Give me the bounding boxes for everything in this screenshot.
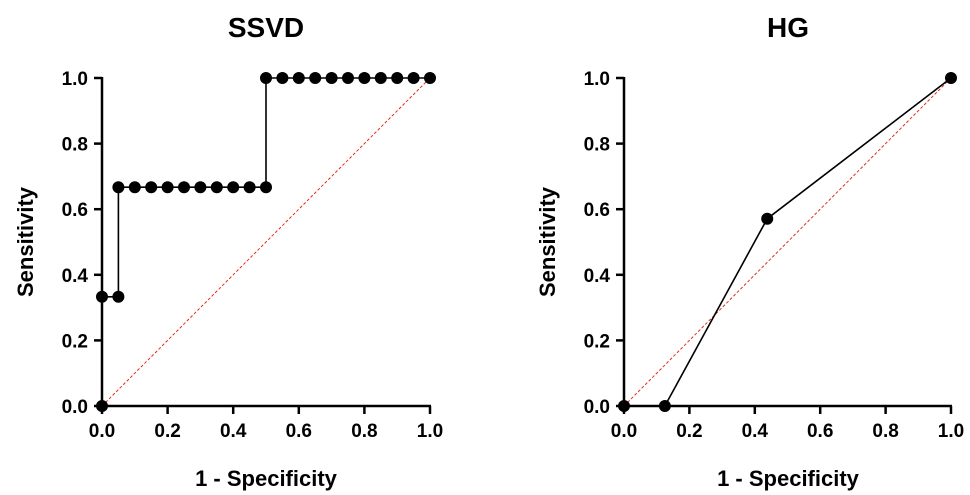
x-tick-label: 0.2	[154, 421, 180, 442]
data-point	[309, 72, 322, 84]
data-point	[374, 72, 387, 84]
y-tick-label: 1.0	[62, 69, 88, 90]
data-point	[194, 181, 207, 194]
data-point	[145, 181, 158, 194]
y-tick-label: 0.6	[584, 200, 610, 221]
x-tick-label: 1.0	[417, 421, 443, 442]
y-tick-label: 0.4	[62, 266, 89, 287]
data-point	[178, 181, 190, 194]
data-point	[945, 72, 957, 84]
data-point	[128, 181, 141, 194]
data-point	[761, 212, 774, 225]
data-point	[243, 181, 256, 194]
x-tick-label: 0.0	[611, 421, 637, 442]
data-point	[112, 181, 125, 194]
x-tick-label: 0.0	[89, 421, 115, 442]
data-point	[227, 181, 240, 194]
data-point	[260, 181, 272, 194]
x-tick-label: 0.2	[676, 421, 702, 442]
data-point	[342, 72, 354, 84]
y-tick-label: 0.2	[584, 331, 610, 352]
data-point	[292, 72, 305, 84]
y-tick-label: 1.0	[584, 69, 610, 90]
chart-title: HG	[767, 12, 809, 43]
data-point	[658, 400, 671, 412]
x-tick-label: 0.8	[351, 421, 377, 442]
chart-panel-ssvd: SSVD 0.0 0.2 0.4 0.6 0.8 1.0 0.0 0.2 0.4 0.6 0.8 1.0…	[13, 12, 443, 491]
x-tick-label: 0.4	[742, 421, 769, 442]
data-point	[407, 72, 420, 84]
data-point	[618, 400, 630, 412]
y-tick-label: 0.8	[584, 135, 610, 156]
y-tick-label: 0.4	[584, 266, 611, 287]
x-tick-label: 0.8	[872, 421, 898, 442]
reference-diagonal-line	[101, 77, 431, 407]
y-tick-label: 0.8	[62, 135, 88, 156]
chart-title: SSVD	[228, 12, 304, 43]
x-axis-label: 1 - Specificity	[717, 466, 860, 491]
data-point	[391, 72, 404, 84]
data-point	[96, 290, 108, 303]
data-point	[161, 181, 174, 194]
roc-series-line	[624, 77, 952, 407]
x-tick-label: 0.6	[286, 421, 312, 442]
y-tick-label: 0.2	[62, 331, 88, 352]
x-tick-label: 1.0	[938, 421, 964, 442]
data-point	[260, 72, 272, 84]
data-point	[276, 72, 289, 84]
data-point	[325, 72, 338, 84]
data-point	[96, 400, 108, 412]
x-axis-label: 1 - Specificity	[195, 466, 338, 491]
y-tick-label: 0.6	[62, 200, 88, 221]
x-tick-label: 0.6	[807, 421, 833, 442]
y-axis-label: Sensitivity	[535, 186, 560, 297]
data-point	[424, 72, 436, 84]
chart-panel-hg: HG 0.0 0.2 0.4 0.6 0.8 1.0 0.0 0.2 0.4 0.6 0.8 1.0 1 …	[535, 12, 964, 491]
y-tick-label: 0.0	[62, 397, 88, 418]
reference-diagonal-line	[623, 77, 952, 407]
x-tick-label: 0.4	[220, 421, 247, 442]
y-axis-label: Sensitivity	[13, 186, 38, 297]
data-point	[358, 72, 371, 84]
data-point	[210, 181, 223, 194]
data-point	[112, 290, 125, 303]
y-tick-label: 0.0	[584, 397, 610, 418]
